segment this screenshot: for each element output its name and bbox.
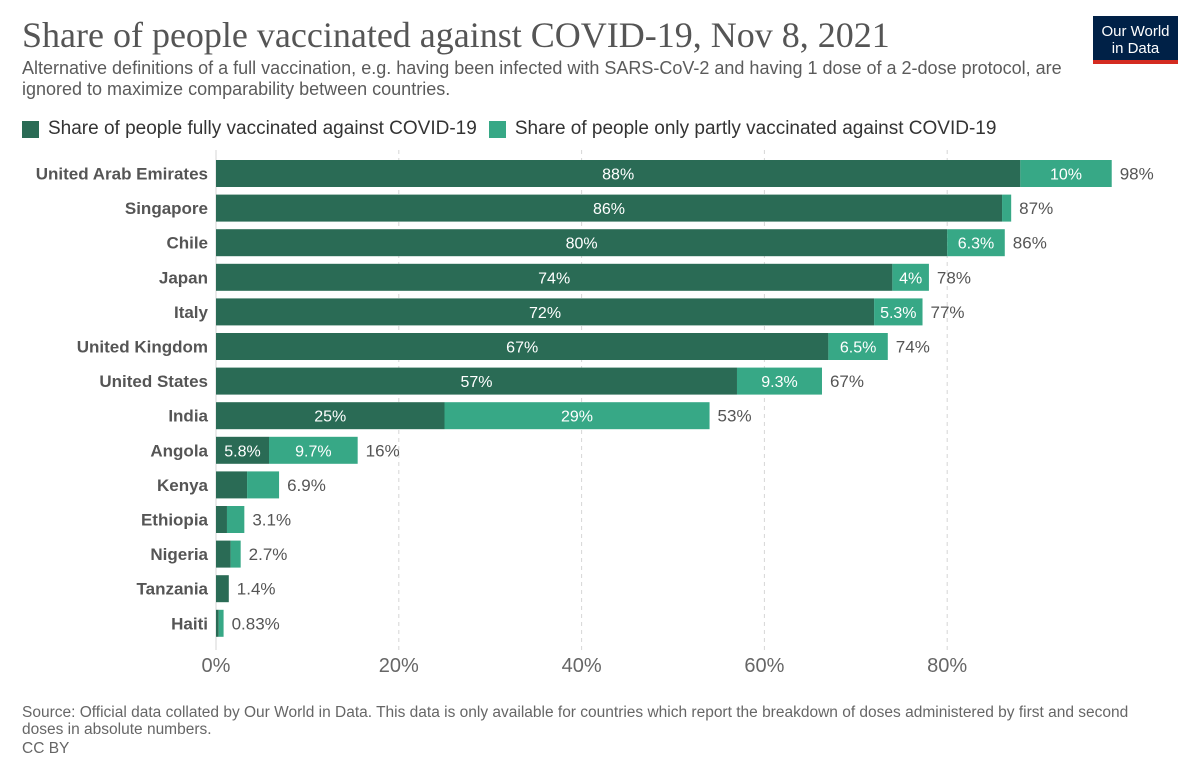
bar-fully-vaccinated-nigeria <box>216 540 231 568</box>
bar-value-label: 9.7% <box>295 443 331 460</box>
total-value-label: 74% <box>896 338 930 357</box>
country-label: United Arab Emirates <box>36 165 208 184</box>
bar-fully-vaccinated-united-arab-emirates <box>216 160 1021 187</box>
bar-partly-vaccinated-haiti <box>218 609 224 637</box>
country-label: Haiti <box>171 614 208 633</box>
country-label: Angola <box>150 441 208 460</box>
chart-legend: Share of people fully vaccinated against… <box>22 118 1008 140</box>
country-label: United Kingdom <box>77 338 208 357</box>
logo-line-2: in Data <box>1111 40 1160 57</box>
chart-subtitle: Alternative definitions of a full vaccin… <box>22 58 1062 99</box>
bar-partly-vaccinated-united-kingdom <box>828 333 888 360</box>
bar-fully-vaccinated-india <box>216 402 445 430</box>
bar-value-label: 74% <box>538 270 570 287</box>
total-value-label: 1.4% <box>237 580 276 599</box>
bar-fully-vaccinated-singapore <box>216 194 1003 222</box>
total-value-label: 78% <box>937 268 971 287</box>
bar-value-label: 6.3% <box>958 236 994 253</box>
legend-label-partial: Share of people only partly vaccinated a… <box>514 118 997 139</box>
bar-fully-vaccinated-italy <box>216 298 875 326</box>
total-value-label: 53% <box>718 407 752 426</box>
total-value-label: 87% <box>1019 199 1053 218</box>
bar-fully-vaccinated-united-states <box>216 367 737 395</box>
legend-swatch-full <box>22 120 39 138</box>
bar-fully-vaccinated-kenya <box>216 471 248 499</box>
bar-value-label: 86% <box>593 201 625 218</box>
bar-value-label: 9.3% <box>761 374 797 391</box>
country-label: Kenya <box>157 476 209 495</box>
country-label: Singapore <box>125 199 208 218</box>
bar-fully-vaccinated-united-kingdom <box>216 333 829 360</box>
bar-partly-vaccinated-united-arab-emirates <box>1020 160 1112 187</box>
bar-fully-vaccinated-angola <box>216 436 270 464</box>
legend-item-fully-vaccinated[interactable]: Share of people fully vaccinated against… <box>22 118 477 140</box>
total-value-label: 0.83% <box>232 614 280 633</box>
bar-value-label: 5.8% <box>224 443 260 460</box>
bar-partly-vaccinated-japan <box>892 263 929 291</box>
bar-value-label: 88% <box>602 167 634 184</box>
bar-fully-vaccinated-haiti <box>216 609 219 637</box>
bar-value-label: 4% <box>899 270 922 287</box>
total-value-label: 16% <box>366 441 400 460</box>
country-label: Ethiopia <box>141 511 209 530</box>
bar-value-label: 6.5% <box>840 340 876 357</box>
country-label: Italy <box>174 303 209 322</box>
country-label: Chile <box>166 234 208 253</box>
x-tick-label: 80% <box>927 655 967 677</box>
bar-partly-vaccinated-kenya <box>247 471 280 499</box>
bar-partly-vaccinated-singapore <box>1002 194 1012 222</box>
bar-value-label: 57% <box>460 374 492 391</box>
total-value-label: 86% <box>1013 234 1047 253</box>
legend-label-full: Share of people fully vaccinated against… <box>48 118 477 139</box>
bar-fully-vaccinated-tanzania <box>216 575 229 603</box>
bar-value-label: 29% <box>561 409 593 426</box>
bar-value-label: 72% <box>529 305 561 322</box>
bar-value-label: 80% <box>566 236 598 253</box>
logo-line-1: Our World <box>1101 23 1170 40</box>
license-note: CC BY <box>22 740 70 757</box>
bar-partly-vaccinated-angola <box>269 436 358 464</box>
bar-value-label: 10% <box>1050 167 1082 184</box>
bar-partly-vaccinated-united-states <box>736 367 822 395</box>
legend-swatch-partial <box>488 120 506 138</box>
bar-chart: 0% 20% 40% 60% 80% United Arab Emirates 88% 10%… <box>36 150 1154 677</box>
country-label: India <box>168 407 208 426</box>
owid-logo[interactable]: Our World in Data <box>1093 16 1178 64</box>
country-label: Nigeria <box>150 545 208 564</box>
total-value-label: 6.9% <box>287 476 326 495</box>
total-value-label: 3.1% <box>252 511 291 530</box>
source-note: Source: Official data collated by Our Wo… <box>22 704 1129 738</box>
x-tick-label: 0% <box>202 655 231 677</box>
bar-fully-vaccinated-chile <box>216 229 948 257</box>
country-label: Tanzania <box>137 580 209 599</box>
bar-partly-vaccinated-italy <box>874 298 923 326</box>
bar-partly-vaccinated-chile <box>947 229 1005 257</box>
bar-partly-vaccinated-nigeria <box>230 540 241 568</box>
bar-partly-vaccinated-india <box>444 402 710 430</box>
bar-partly-vaccinated-ethiopia <box>226 506 245 533</box>
legend-item-partly-vaccinated[interactable]: Share of people only partly vaccinated a… <box>488 118 997 140</box>
bar-fully-vaccinated-japan <box>216 263 893 291</box>
total-value-label: 2.7% <box>249 545 288 564</box>
total-value-label: 77% <box>931 303 965 322</box>
country-label: United States <box>99 372 208 391</box>
total-value-label: 67% <box>830 372 864 391</box>
bar-fully-vaccinated-ethiopia <box>216 506 227 533</box>
bar-value-label: 25% <box>314 409 346 426</box>
total-value-label: 98% <box>1120 165 1154 184</box>
x-tick-label: 40% <box>562 655 602 677</box>
bar-value-label: 67% <box>506 340 538 357</box>
chart-title: Share of people vaccinated against COVID… <box>22 15 890 55</box>
x-tick-label: 20% <box>379 655 419 677</box>
bar-value-label: 5.3% <box>880 305 916 322</box>
country-label: Japan <box>159 268 208 287</box>
x-tick-label: 60% <box>744 655 784 677</box>
